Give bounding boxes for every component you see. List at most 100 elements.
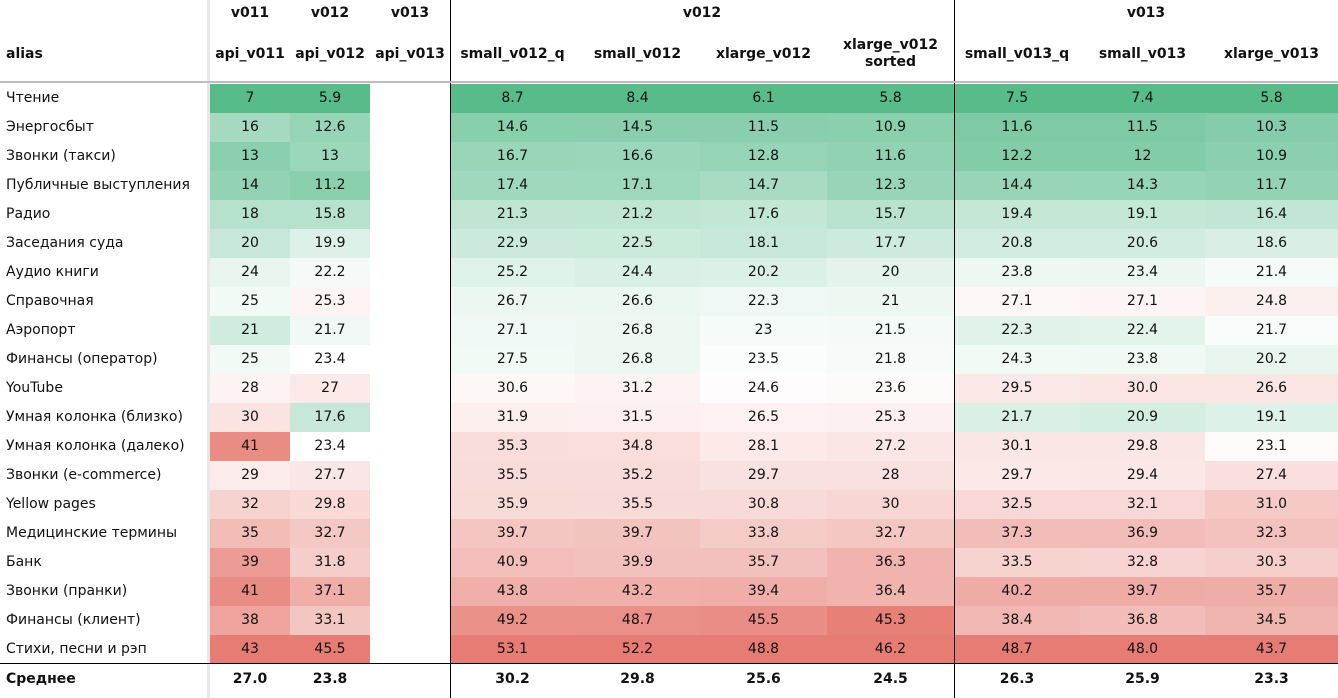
- table-cell: 17.7: [827, 229, 954, 258]
- table-cell: 20: [827, 258, 954, 287]
- table-cell: 30.6: [450, 374, 575, 403]
- table-cell: 27.1: [450, 316, 575, 345]
- table-cell: 12.2: [954, 142, 1080, 171]
- table-cell: 23.5: [700, 345, 827, 374]
- table-cell: 21.7: [290, 316, 370, 345]
- table-cell: 31.2: [575, 374, 700, 403]
- table-cell: 25.3: [290, 287, 370, 316]
- footer-alias: Среднее: [6, 670, 76, 687]
- header-api-v011-version: v011: [230, 4, 270, 21]
- table-cell: 17.6: [700, 200, 827, 229]
- table-cell: 27.2: [827, 432, 954, 461]
- table-cell: 12.8: [700, 142, 827, 171]
- table-cell: 11.5: [700, 113, 827, 142]
- table-cell: [370, 345, 450, 374]
- table-cell: 36.3: [827, 548, 954, 577]
- table-cell: [370, 316, 450, 345]
- row-alias: Банк: [6, 554, 42, 571]
- header-small-v012: small_v012: [593, 45, 682, 62]
- table-cell: [370, 200, 450, 229]
- table-cell: 25.2: [450, 258, 575, 287]
- row-alias: Публичные выступления: [6, 177, 190, 194]
- table-cell: 38.4: [954, 606, 1080, 635]
- footer-cell: 23.3: [1254, 670, 1289, 687]
- table-cell: 31.9: [450, 403, 575, 432]
- table-cell: 27.5: [450, 345, 575, 374]
- table-cell: 14.5: [575, 113, 700, 142]
- table-cell: 21.7: [954, 403, 1080, 432]
- row-alias: Финансы (оператор): [6, 351, 158, 368]
- table-cell: 31.5: [575, 403, 700, 432]
- table-cell: 45.5: [700, 606, 827, 635]
- table-cell: 48.7: [575, 606, 700, 635]
- table-cell: [370, 258, 450, 287]
- footer-cell: 23.8: [312, 670, 348, 687]
- table-cell: 23.4: [1080, 258, 1205, 287]
- table-cell: 23.6: [827, 374, 954, 403]
- header-api-v013: api_v013: [375, 45, 445, 62]
- column-separator-stripe: [207, 0, 210, 698]
- footer-cell: 30.2: [495, 670, 530, 687]
- header-xlarge-v012: xlarge_v012: [715, 45, 812, 62]
- table-cell: 17.6: [290, 403, 370, 432]
- table-cell: 16.6: [575, 142, 700, 171]
- table-cell: 26.8: [575, 316, 700, 345]
- table-cell: 11.6: [954, 113, 1080, 142]
- row-alias: Финансы (клиент): [6, 612, 141, 629]
- table-cell: 22.2: [290, 258, 370, 287]
- table-cell: 11.6: [827, 142, 954, 171]
- table-cell: 23.4: [290, 345, 370, 374]
- table-cell: 7.4: [1080, 84, 1205, 113]
- table-cell: 38: [210, 606, 290, 635]
- table-cell: 46.2: [827, 635, 954, 664]
- table-cell: 43: [210, 635, 290, 664]
- row-alias: Стихи, песни и рэп: [6, 641, 147, 658]
- row-alias: Аудио книги: [6, 264, 99, 281]
- table-cell: 26.6: [575, 287, 700, 316]
- table-cell: 35: [210, 519, 290, 548]
- table-cell: 11.7: [1205, 171, 1338, 200]
- row-alias: Умная колонка (далеко): [6, 438, 185, 455]
- row-alias: Умная колонка (близко): [6, 409, 183, 426]
- table-cell: 45.5: [290, 635, 370, 664]
- table-cell: [370, 142, 450, 171]
- table-cell: [370, 577, 450, 606]
- table-cell: 22.5: [575, 229, 700, 258]
- table-cell: 37.3: [954, 519, 1080, 548]
- table-cell: 37.1: [290, 577, 370, 606]
- table-cell: 24.8: [1205, 287, 1338, 316]
- table-cell: 5.8: [827, 84, 954, 113]
- table-cell: 41: [210, 432, 290, 461]
- table-cell: 26.6: [1205, 374, 1338, 403]
- table-cell: 32.3: [1205, 519, 1338, 548]
- table-cell: 21.3: [450, 200, 575, 229]
- table-cell: 17.1: [575, 171, 700, 200]
- table-cell: 35.7: [1205, 577, 1338, 606]
- table-cell: 20.2: [1205, 345, 1338, 374]
- header-api-v012-version: v012: [310, 4, 350, 21]
- table-cell: [370, 287, 450, 316]
- table-cell: 24: [210, 258, 290, 287]
- table-cell: 13: [210, 142, 290, 171]
- table-cell: 40.9: [450, 548, 575, 577]
- table-cell: 16: [210, 113, 290, 142]
- table-cell: 5.9: [290, 84, 370, 113]
- table-cell: [370, 461, 450, 490]
- table-cell: 5.8: [1205, 84, 1338, 113]
- table-cell: 43.8: [450, 577, 575, 606]
- footer-cell: [370, 664, 450, 694]
- table-cell: 10.3: [1205, 113, 1338, 142]
- table-cell: [370, 606, 450, 635]
- row-alias: Справочная: [6, 293, 94, 310]
- table-cell: 11.2: [290, 171, 370, 200]
- header-group-v013: v013: [1126, 4, 1166, 21]
- table-cell: 28.1: [700, 432, 827, 461]
- group-divider: [954, 0, 955, 698]
- footer-cell: 26.3: [999, 670, 1035, 687]
- footer-cell: 27.0: [232, 670, 268, 687]
- table-cell: 20.8: [954, 229, 1080, 258]
- table-cell: 35.3: [450, 432, 575, 461]
- header-small-v013-q: small_v013_q: [964, 45, 1070, 62]
- row-alias: Звонки (e-commerce): [6, 467, 162, 484]
- table-cell: 52.2: [575, 635, 700, 664]
